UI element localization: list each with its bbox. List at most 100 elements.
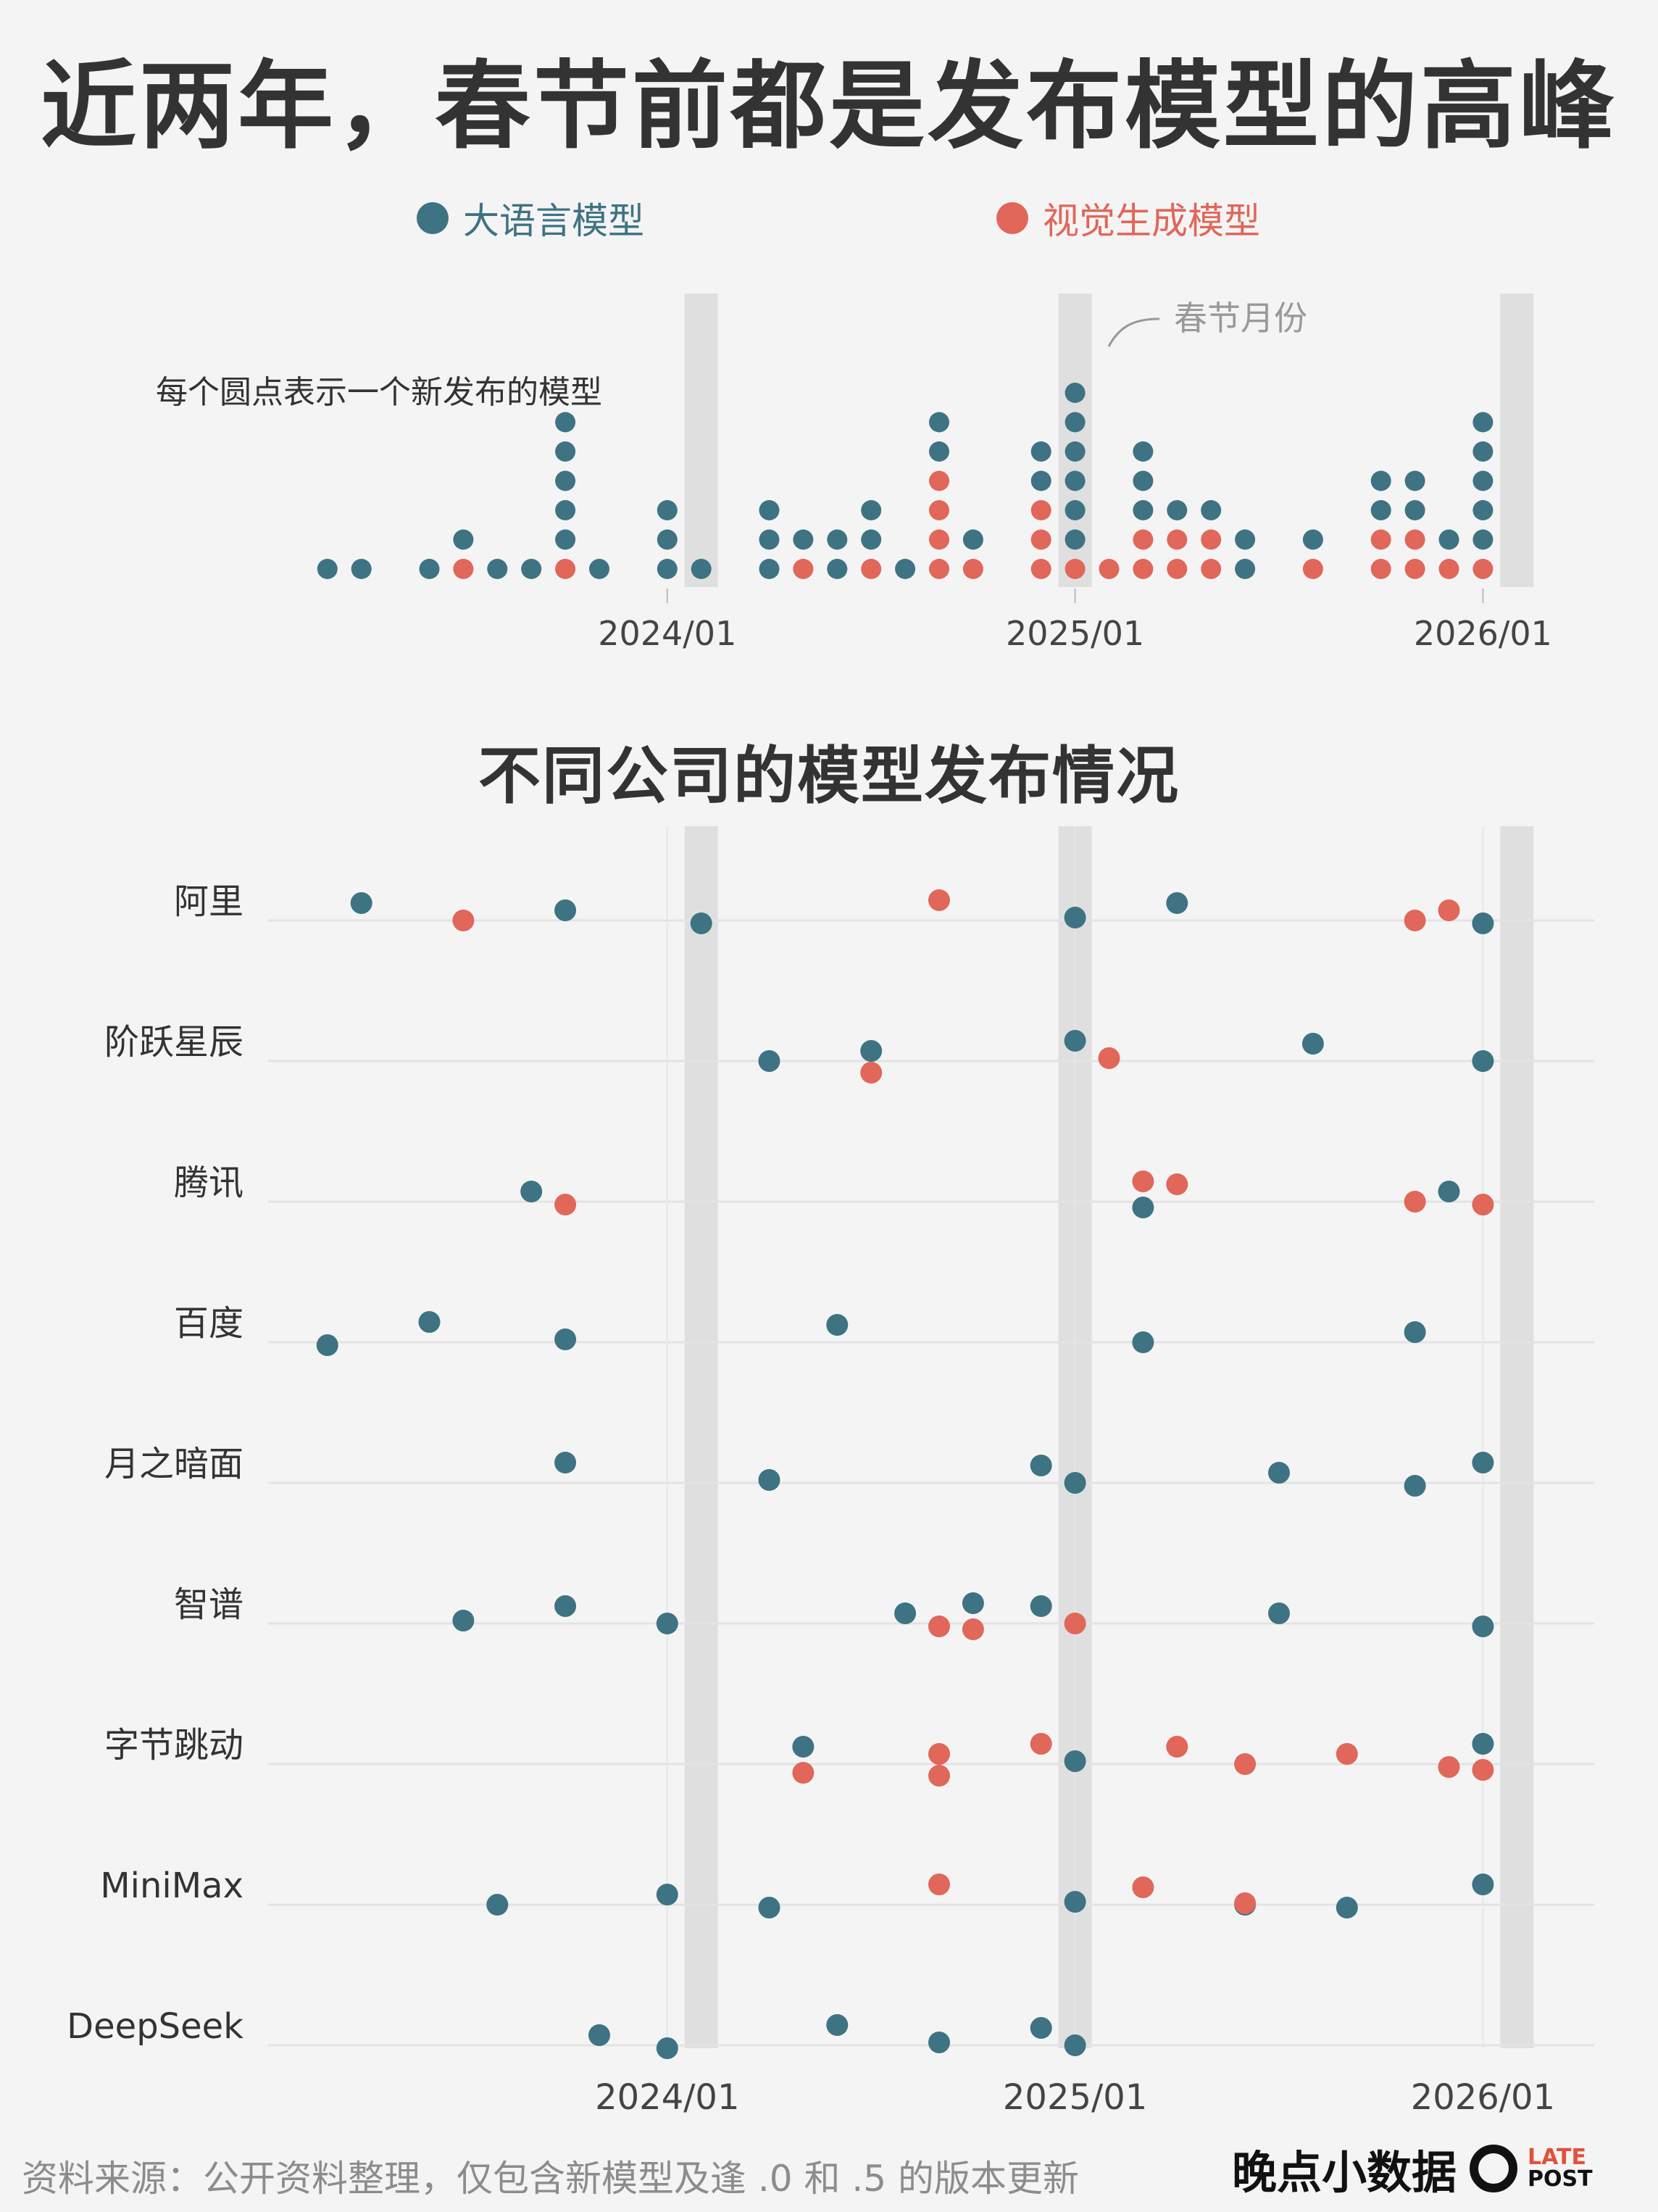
section-title: 不同公司的模型发布情况 bbox=[478, 739, 1180, 812]
company-dot-1-4 bbox=[1098, 1047, 1120, 1069]
company-tick-label-0: 2024/01 bbox=[595, 2077, 739, 2118]
dot-llm-2023-10-1 bbox=[555, 500, 576, 520]
company-dot-6-8 bbox=[1336, 1743, 1358, 1765]
dot-llm-2024-04-0 bbox=[759, 559, 780, 579]
company-dot-1-5 bbox=[1301, 1033, 1324, 1055]
dot-llm-2023-03-0 bbox=[317, 559, 338, 579]
legend-llm-dot bbox=[417, 202, 449, 234]
company-label-5: 智谱 bbox=[174, 1584, 243, 1625]
company-dot-7-9 bbox=[1472, 1874, 1494, 1895]
company-dot-4-0 bbox=[554, 1452, 577, 1473]
dot-visual-2025-05-0 bbox=[1201, 559, 1222, 579]
company-dot-0-7 bbox=[1404, 910, 1426, 931]
dot-llm-2025-01-1 bbox=[1065, 500, 1086, 520]
company-label-4: 月之暗面 bbox=[104, 1444, 243, 1484]
festival-annotation: 春节月份 bbox=[1174, 299, 1307, 338]
dot-visual-2025-02-0 bbox=[1099, 559, 1120, 579]
company-label-2: 腾讯 bbox=[174, 1163, 243, 1203]
company-dot-4-2 bbox=[1030, 1455, 1052, 1476]
dot-visual-2025-04-1 bbox=[1167, 529, 1188, 550]
company-dot-4-1 bbox=[758, 1469, 780, 1491]
dot-llm-2025-11-1 bbox=[1404, 470, 1425, 491]
company-dot-4-3 bbox=[1064, 1472, 1086, 1494]
company-dot-2-1 bbox=[554, 1194, 577, 1215]
dot-llm-2024-09-1 bbox=[929, 412, 949, 433]
dot-visual-2024-09-3 bbox=[929, 470, 949, 491]
dot-llm-2026-01-4 bbox=[1472, 412, 1494, 433]
company-dot-8-4 bbox=[1030, 2017, 1052, 2039]
dot-llm-2024-08-0 bbox=[895, 559, 916, 579]
dot-llm-2024-02-0 bbox=[691, 559, 712, 579]
company-dot-6-10 bbox=[1472, 1733, 1494, 1755]
top-tick-label-2: 2026/01 bbox=[1414, 614, 1552, 653]
dot-visual-2026-01-0 bbox=[1472, 559, 1494, 579]
company-dot-0-5 bbox=[1064, 907, 1086, 928]
axis-labels: 2024/01 2025/01 2026/01 阿里阶跃星辰腾讯百度月之暗面智谱字节跳… bbox=[67, 589, 1555, 2118]
brand-circle-icon bbox=[1470, 2145, 1518, 2192]
company-dot-0-3 bbox=[690, 912, 712, 934]
dot-visual-2023-07-0 bbox=[453, 559, 474, 579]
company-dot-7-1 bbox=[656, 1884, 678, 1905]
dot-llm-2024-07-0 bbox=[861, 529, 882, 550]
legend-visual-label: 视觉生成模型 bbox=[1043, 200, 1260, 242]
company-dot-7-5 bbox=[1132, 1876, 1154, 1898]
dot-llm-2026-01-0 bbox=[1472, 529, 1494, 550]
dot-llm-2025-11-0 bbox=[1404, 500, 1425, 520]
dot-llm-2023-11-0 bbox=[589, 559, 609, 579]
dot-llm-2023-10-2 bbox=[555, 470, 576, 491]
dot-visual-2025-12-0 bbox=[1438, 559, 1459, 579]
company-dot-6-6 bbox=[1166, 1736, 1188, 1758]
legend-llm-label: 大语言模型 bbox=[463, 200, 644, 242]
company-dot-6-0 bbox=[792, 1736, 815, 1758]
dot-visual-2024-12-0 bbox=[1030, 559, 1051, 579]
company-dot-6-11 bbox=[1472, 1759, 1494, 1781]
company-dot-5-2 bbox=[656, 1613, 678, 1634]
company-dot-1-0 bbox=[758, 1050, 780, 1072]
dot-llm-2024-04-1 bbox=[759, 529, 780, 550]
company-dot-8-0 bbox=[588, 2024, 610, 2046]
company-dot-5-3 bbox=[894, 1602, 917, 1624]
dot-llm-2023-10-0 bbox=[555, 529, 576, 550]
legend-llm: 大语言模型 bbox=[417, 192, 644, 244]
company-dot-5-5 bbox=[962, 1592, 984, 1614]
dot-llm-2024-01-0 bbox=[657, 559, 678, 579]
company-dot-3-3 bbox=[826, 1314, 849, 1336]
dot-llm-2023-04-0 bbox=[351, 559, 372, 579]
festival-band-top-2 bbox=[1500, 294, 1534, 587]
dot-visual-2023-10-0 bbox=[555, 559, 576, 579]
company-tick-label-1: 2025/01 bbox=[1003, 2077, 1147, 2118]
company-dot-2-6 bbox=[1438, 1181, 1460, 1202]
company-dot-5-9 bbox=[1268, 1602, 1290, 1624]
company-tick-label-2: 2026/01 bbox=[1411, 2077, 1555, 2118]
dot-llm-2023-10-4 bbox=[555, 412, 576, 433]
dot-llm-2025-03-0 bbox=[1133, 500, 1154, 520]
company-dot-4-4 bbox=[1268, 1462, 1290, 1484]
dot-llm-2024-10-0 bbox=[962, 529, 983, 550]
dot-llm-2025-03-1 bbox=[1133, 470, 1154, 491]
festival-band-company-2 bbox=[1500, 826, 1534, 2048]
grid-lines bbox=[268, 826, 1594, 2048]
dot-visual-2025-11-0 bbox=[1404, 559, 1425, 579]
brand-logo: 晚点小数据 LATE POST bbox=[1232, 2140, 1593, 2199]
dot-visual-2025-10-1 bbox=[1370, 529, 1391, 550]
spring-festival-bands bbox=[684, 294, 1534, 2048]
festival-annotation-pointer bbox=[1107, 317, 1160, 347]
company-dot-2-4 bbox=[1166, 1173, 1188, 1195]
dot-llm-2024-07-1 bbox=[861, 500, 882, 520]
company-dot-5-7 bbox=[1030, 1595, 1052, 1617]
company-dot-5-4 bbox=[928, 1616, 950, 1637]
company-dot-4-5 bbox=[1404, 1475, 1426, 1497]
dot-llm-2024-12-0 bbox=[1030, 470, 1051, 491]
dot-visual-2025-10-0 bbox=[1370, 559, 1391, 579]
dot-llm-2024-06-1 bbox=[827, 529, 848, 550]
brand-name: 晚点小数据 bbox=[1232, 2146, 1457, 2199]
company-dot-7-3 bbox=[928, 1874, 950, 1895]
dot-llm-2025-05-0 bbox=[1201, 500, 1222, 520]
brand-tag-top: LATE bbox=[1528, 2145, 1586, 2170]
dot-llm-2025-01-3 bbox=[1065, 441, 1086, 462]
company-dot-6-4 bbox=[1030, 1733, 1052, 1755]
company-dot-0-0 bbox=[350, 892, 372, 914]
dot-llm-2025-08-0 bbox=[1302, 529, 1323, 550]
company-dot-2-5 bbox=[1404, 1191, 1426, 1213]
